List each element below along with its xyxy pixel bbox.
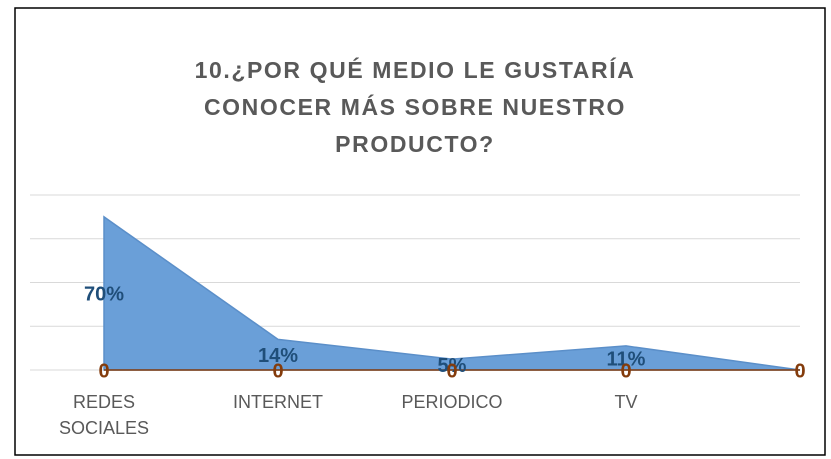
data-label: 0 [446,360,457,382]
data-label: 0 [794,360,805,382]
x-tick-label: PERIODICO [401,392,503,412]
data-label: 5% [438,355,467,377]
data-label: 14% [258,345,298,367]
data-label: 70% [84,284,124,306]
x-tick-label: REDES SOCIALES [58,392,150,438]
chart-border [14,7,826,456]
data-label: 0 [272,360,283,382]
data-label: 11% [607,348,646,370]
data-label: 0 [98,360,109,382]
data-label: 0 [620,360,631,382]
x-tick-label: TV [614,392,638,412]
chart-title: 10.¿POR QUÉ MEDIO LE GUSTARÍA CONOCER MÁ… [194,57,636,157]
x-tick-label: INTERNET [233,392,323,412]
